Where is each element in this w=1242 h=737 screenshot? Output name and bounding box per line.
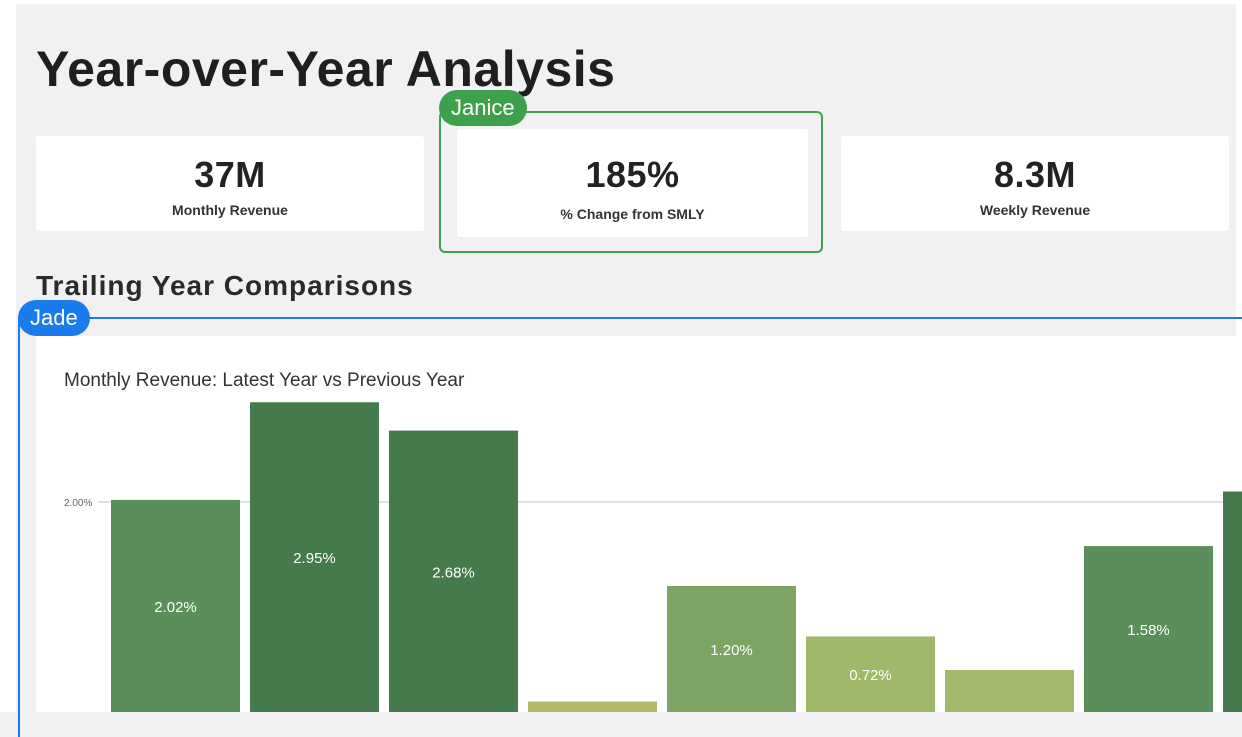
bar xyxy=(667,586,796,712)
bar xyxy=(250,402,379,712)
bar xyxy=(528,701,657,712)
kpi-label: Monthly Revenue xyxy=(172,202,288,218)
bar-data-label: 0.72% xyxy=(849,667,892,684)
collaborator-selection-janice xyxy=(439,111,823,253)
bar xyxy=(111,499,240,712)
bar-data-label: 2.95% xyxy=(293,550,336,567)
collaborator-selection-jade xyxy=(18,317,1242,737)
section-title: Trailing Year Comparisons xyxy=(36,270,414,301)
kpi-card-percent-change[interactable]: 185% % Change from SMLY xyxy=(457,129,808,237)
kpi-value: 185% xyxy=(585,154,680,195)
kpi-value: 37M xyxy=(194,154,266,195)
chart-title: Monthly Revenue: Latest Year vs Previous… xyxy=(64,370,465,391)
bar-data-label: 2.68% xyxy=(432,564,475,581)
collaborator-tag-jade: Jade xyxy=(18,300,90,336)
collaborator-tag-janice: Janice xyxy=(439,90,527,126)
page-title: Year-over-Year Analysis xyxy=(36,41,616,97)
bar xyxy=(1223,491,1242,712)
page-left-strip xyxy=(0,0,16,712)
bar-chart: 2.00% 2.02% 2.95% 2.68% 1.20% 0.72% 1.58% xyxy=(64,402,1242,712)
chart-card[interactable]: Monthly Revenue: Latest Year vs Previous… xyxy=(36,336,1242,712)
kpi-value: 8.3M xyxy=(993,154,1077,195)
bar-data-label: 1.20% xyxy=(710,642,753,659)
bar xyxy=(389,430,518,712)
bar-data-label: 2.02% xyxy=(154,599,197,616)
kpi-label: % Change from SMLY xyxy=(560,206,705,222)
y-tick-label: 2.00% xyxy=(64,498,92,509)
bar-data-label: 1.58% xyxy=(1127,622,1170,639)
kpi-label: Weekly Revenue xyxy=(979,202,1091,218)
bar xyxy=(1084,546,1213,712)
page-top-strip xyxy=(0,0,1242,4)
bar xyxy=(945,670,1074,712)
kpi-card-weekly-revenue[interactable]: 8.3M Weekly Revenue xyxy=(841,136,1229,231)
bar xyxy=(806,636,935,712)
kpi-card-monthly-revenue[interactable]: 37M Monthly Revenue xyxy=(36,136,424,231)
